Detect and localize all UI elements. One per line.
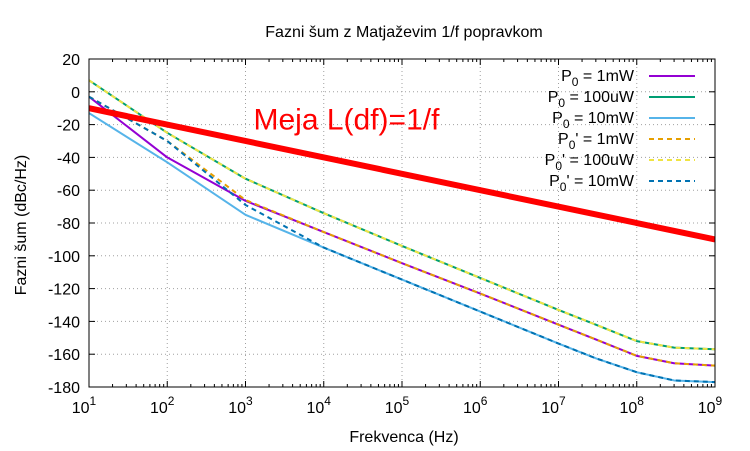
x-tick-label: 106	[463, 394, 488, 417]
x-tick-label: 103	[228, 394, 253, 417]
legend-label: P0 = 1mW	[561, 68, 635, 89]
x-axis-title: Frekvenca (Hz)	[349, 429, 458, 446]
x-tick-label: 109	[698, 394, 723, 417]
plot-border	[88, 58, 716, 388]
y-tick-label: 0	[71, 85, 80, 102]
y-tick-label: 20	[62, 52, 80, 69]
y-tick-label: -20	[57, 118, 80, 135]
series-line	[89, 79, 715, 351]
y-tick-label: -40	[57, 150, 80, 167]
series-line	[89, 95, 715, 384]
y-tick-label: -140	[48, 314, 80, 331]
legend-label: P0' = 1mW	[558, 131, 635, 152]
chart-title: Fazni šum z Matjaževim 1/f popravkom	[265, 24, 542, 41]
x-tick-label: 108	[620, 394, 645, 417]
y-tick-label: -120	[48, 282, 80, 299]
y-tick-label: -80	[57, 216, 80, 233]
x-tick-label: 107	[541, 394, 566, 417]
x-tick-label: 102	[150, 394, 175, 417]
y-tick-label: -100	[48, 249, 80, 266]
legend-label: P0 = 100uW	[548, 89, 635, 110]
y-axis-title: Fazni šum (dBc/Hz)	[13, 155, 30, 295]
legend-label: P0' = 10mW	[549, 173, 635, 194]
y-tick-label: -160	[48, 347, 80, 364]
y-tick-label: -60	[57, 183, 80, 200]
series-line	[89, 105, 715, 243]
legend-label: P0 = 10mW	[552, 110, 635, 131]
x-tick-label: 104	[307, 394, 332, 417]
series-lines	[89, 79, 715, 384]
y-tick-label: -180	[48, 380, 80, 397]
x-tick-label: 105	[385, 394, 410, 417]
series-line	[89, 95, 715, 367]
series-line	[89, 112, 715, 384]
x-tick-label: 101	[72, 394, 97, 417]
legend-label: P0' = 100uW	[545, 152, 635, 173]
limit-annotation: Meja L(df)=1/f	[254, 104, 441, 137]
